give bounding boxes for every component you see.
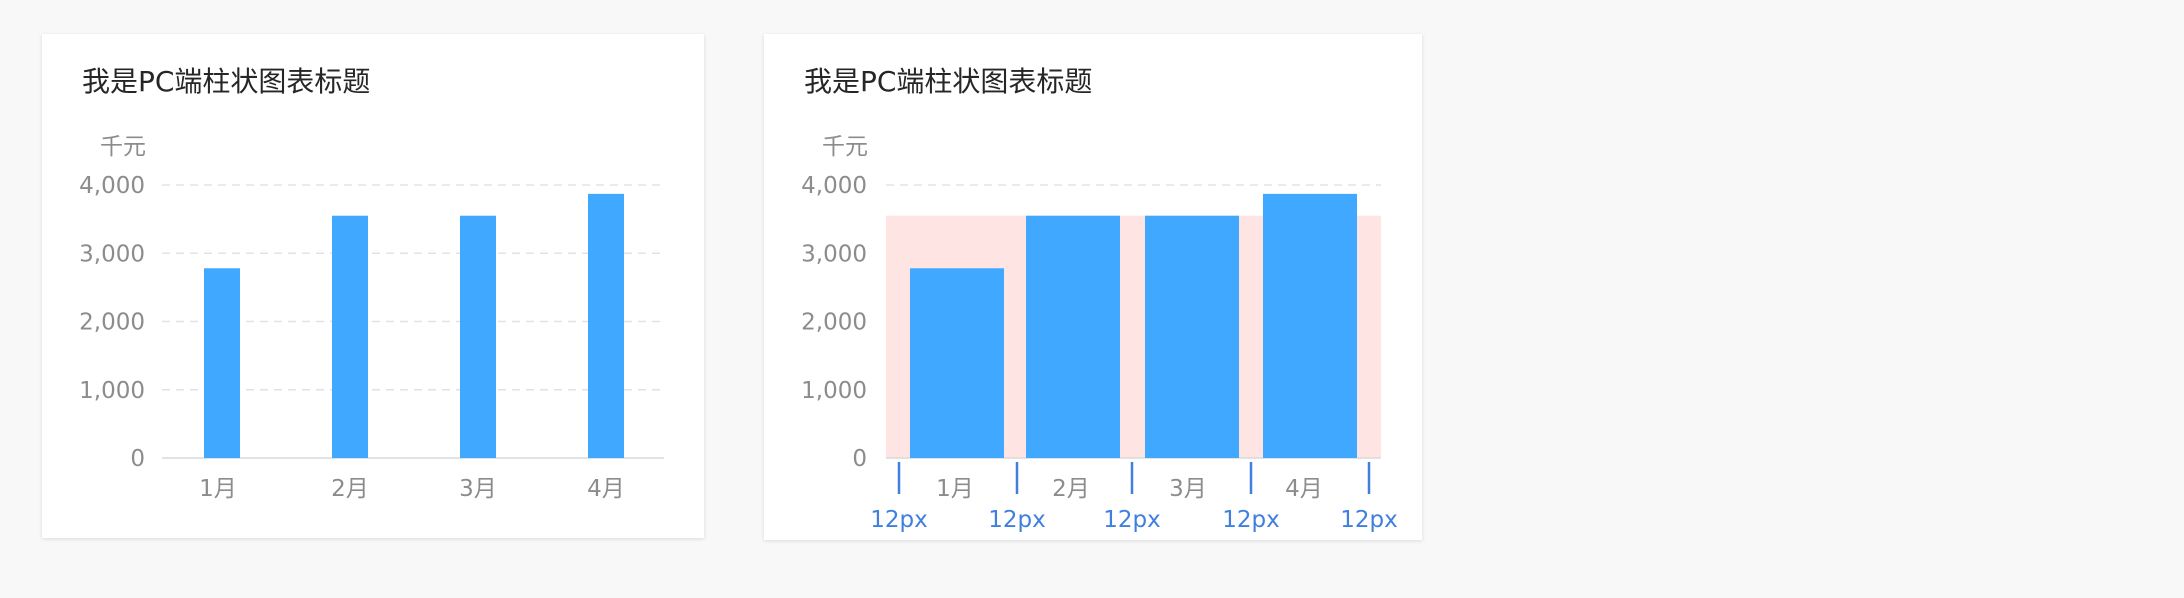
y-tick-label: 4,000: [79, 173, 145, 199]
y-tick-label: 2,000: [79, 310, 145, 336]
y-tick-label: 0: [852, 446, 867, 472]
x-tick-label: 4月: [587, 476, 625, 502]
bar-3月: [460, 215, 496, 458]
bar-4月: [1263, 193, 1357, 458]
bar-2月: [332, 215, 368, 458]
y-tick-label: 4,000: [801, 173, 867, 199]
chart-title: 我是PC端柱状图表标题: [804, 65, 1093, 98]
x-tick-label: 4月: [1285, 476, 1323, 502]
y-tick-label: 3,000: [79, 241, 145, 267]
bar-3月: [1145, 215, 1239, 458]
spacing-label: 12px: [988, 507, 1045, 533]
y-tick-label: 0: [130, 446, 145, 472]
bar-chart-card-narrow: 我是PC端柱状图表标题 千元 0 1,000 2,000 3,000 4,000 1月 2月 3…: [42, 34, 704, 538]
x-tick-label: 2月: [1052, 476, 1090, 502]
bar-1月: [910, 268, 1004, 458]
x-tick-label: 2月: [331, 476, 369, 502]
x-tick-label: 3月: [459, 476, 497, 502]
spacing-label: 12px: [1222, 507, 1279, 533]
y-tick-label: 2,000: [801, 310, 867, 336]
y-tick-label: 3,000: [801, 241, 867, 267]
y-axis-unit: 千元: [100, 134, 146, 160]
y-axis-unit: 千元: [822, 134, 868, 160]
bar-chart-card-spacing: 我是PC端柱状图表标题 千元 0 1,000 2,000 3,000 4,000 1月 2月 3…: [764, 34, 1422, 540]
bar-1月: [204, 268, 240, 458]
spacing-label: 12px: [1103, 507, 1160, 533]
x-tick-label: 1月: [936, 476, 974, 502]
spacing-label: 12px: [870, 507, 927, 533]
x-tick-label: 1月: [199, 476, 237, 502]
bar-2月: [1026, 215, 1120, 458]
y-tick-label: 1,000: [79, 378, 145, 404]
chart-title: 我是PC端柱状图表标题: [82, 65, 371, 98]
bar-4月: [588, 193, 624, 458]
x-tick-label: 3月: [1169, 476, 1207, 502]
spacing-label: 12px: [1340, 507, 1397, 533]
bar-chart-narrow: 千元 0 1,000 2,000 3,000 4,000 1月 2月 3月 4月: [79, 134, 664, 502]
y-tick-label: 1,000: [801, 378, 867, 404]
